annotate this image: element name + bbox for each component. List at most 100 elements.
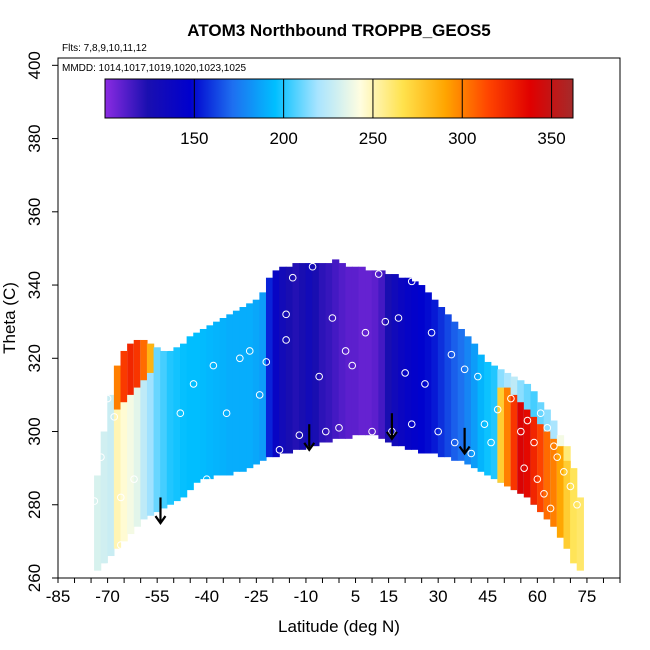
sample-point: [103, 394, 112, 403]
data-cell: [457, 328, 465, 461]
sample-point: [560, 468, 568, 476]
plot-area: [90, 259, 584, 571]
y-tick-label: 360: [25, 198, 44, 226]
data-column: [404, 277, 413, 450]
data-cell: [160, 350, 168, 509]
sample-point: [348, 361, 357, 370]
data-cell: [127, 343, 135, 535]
data-cell-hot: [146, 343, 155, 373]
data-column: [186, 336, 194, 491]
sample-point: [566, 482, 575, 491]
data-cell: [285, 266, 294, 454]
data-column: [437, 307, 446, 458]
x-tick-label: -85: [46, 587, 71, 606]
data-column: [411, 281, 419, 450]
sample-point: [553, 453, 561, 461]
data-column: [424, 292, 432, 454]
data-cell: [107, 394, 115, 557]
colorbar-tick-label: 350: [537, 129, 565, 148]
x-tick-label: 5: [351, 587, 360, 606]
sample-point: [480, 420, 489, 428]
data-column: [113, 365, 122, 549]
data-cell: [424, 292, 432, 454]
data-column: [523, 383, 532, 498]
tropopause-arrow: [303, 424, 316, 452]
data-column: [431, 299, 439, 454]
data-cell: [484, 361, 492, 476]
sample-point: [401, 369, 409, 377]
data-cell: [186, 336, 194, 491]
data-column: [299, 263, 307, 450]
data-cell: [219, 318, 227, 476]
sample-point: [427, 328, 436, 337]
data-cell: [272, 270, 280, 458]
data-cell-hot: [503, 387, 512, 487]
data-column: [490, 365, 498, 480]
data-column: [252, 299, 260, 465]
arrow-head: [385, 431, 398, 441]
x-tick-label: -10: [294, 587, 319, 606]
x-tick-label: -55: [145, 587, 170, 606]
sample-point: [97, 453, 105, 461]
data-cell-hot: [133, 339, 141, 388]
data-cell: [279, 266, 287, 454]
data-cell: [166, 350, 175, 505]
data-column: [384, 274, 393, 443]
data-column: [563, 446, 571, 549]
data-cell: [464, 336, 472, 465]
data-column: [497, 369, 505, 483]
sample-point: [523, 416, 532, 425]
data-cell: [371, 270, 379, 436]
data-cell: [470, 343, 479, 469]
data-cell: [140, 339, 148, 520]
data-cell: [153, 347, 161, 513]
data-column: [232, 310, 241, 472]
data-column: [510, 376, 518, 491]
sample-point: [517, 427, 525, 436]
data-column: [570, 468, 578, 564]
data-column: [153, 347, 161, 513]
sample-point: [530, 438, 538, 447]
arrow-head: [458, 445, 471, 456]
sample-point: [140, 533, 148, 542]
tropopause-arrow: [385, 413, 398, 441]
y-tick-label: 320: [25, 344, 44, 372]
sample-point: [368, 427, 376, 436]
data-column: [133, 339, 141, 527]
colorbar-tick-label: 150: [180, 129, 208, 148]
data-column: [246, 303, 254, 469]
sample-point: [533, 475, 542, 483]
data-cell: [232, 310, 241, 472]
data-cell: [418, 285, 426, 454]
data-cell: [193, 332, 201, 483]
data-cell: [351, 266, 360, 436]
y-tick-label: 300: [25, 417, 44, 445]
data-column: [312, 263, 320, 447]
sample-point: [434, 427, 442, 436]
data-column: [550, 420, 558, 527]
y-tick-label: 400: [25, 51, 44, 79]
sample-point: [374, 270, 383, 278]
data-column: [517, 380, 525, 494]
sample-point: [176, 409, 185, 418]
sample-point: [507, 394, 515, 403]
data-cell: [325, 263, 333, 443]
data-column: [166, 350, 175, 505]
data-cell: [265, 277, 274, 458]
sample-point: [295, 431, 304, 439]
data-cell: [411, 281, 419, 450]
data-column: [391, 274, 399, 447]
y-tick-label: 380: [25, 124, 44, 152]
data-column: [457, 328, 465, 461]
data-column: [371, 270, 379, 436]
x-axis-title: Latitude (deg N): [278, 617, 400, 636]
x-tick-label: 15: [379, 587, 398, 606]
sample-point: [381, 317, 390, 326]
x-tick-label: 75: [577, 587, 596, 606]
data-cell-hot: [563, 460, 571, 549]
sample-point: [407, 420, 416, 428]
data-column: [318, 263, 327, 443]
data-cell: [113, 365, 122, 549]
tropopause-arrow: [154, 497, 167, 525]
